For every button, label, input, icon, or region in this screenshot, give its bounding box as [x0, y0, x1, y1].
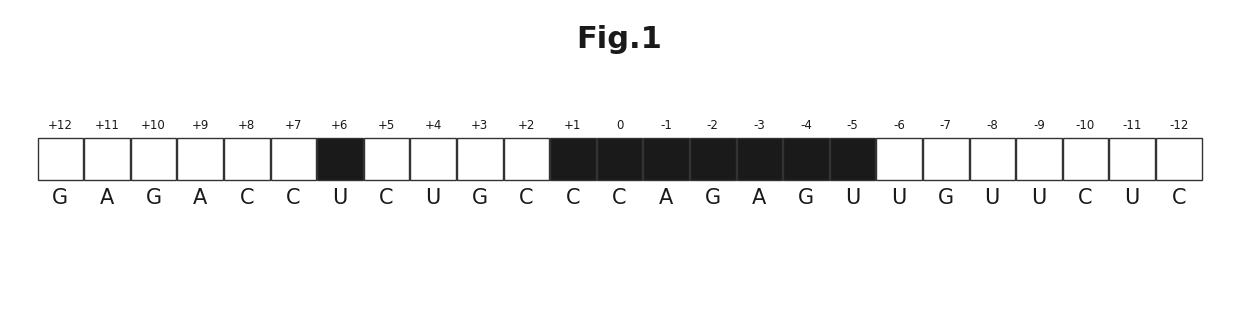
- Bar: [1016, 138, 1062, 180]
- Bar: [1109, 138, 1155, 180]
- Text: C: C: [1078, 188, 1093, 208]
- Bar: [1063, 138, 1109, 180]
- Text: C: C: [286, 188, 301, 208]
- Text: G: G: [938, 188, 954, 208]
- Text: +8: +8: [238, 119, 255, 132]
- Text: G: G: [798, 188, 814, 208]
- Bar: [457, 138, 503, 180]
- Text: +5: +5: [378, 119, 395, 132]
- Bar: [270, 138, 316, 180]
- Text: -5: -5: [846, 119, 859, 132]
- Text: +10: +10: [141, 119, 166, 132]
- Bar: [503, 138, 549, 180]
- Text: +6: +6: [331, 119, 348, 132]
- Text: C: C: [1171, 188, 1186, 208]
- Text: G: G: [52, 188, 68, 208]
- Text: U: U: [332, 188, 348, 208]
- Text: 0: 0: [616, 119, 623, 132]
- Text: G: G: [472, 188, 488, 208]
- Text: C: C: [379, 188, 394, 208]
- Text: -1: -1: [660, 119, 672, 132]
- Bar: [84, 138, 130, 180]
- Text: G: G: [145, 188, 161, 208]
- Text: A: A: [752, 188, 767, 208]
- Text: G: G: [705, 188, 721, 208]
- Bar: [37, 138, 83, 180]
- Text: C: C: [566, 188, 580, 208]
- Bar: [783, 138, 829, 180]
- Text: -12: -12: [1170, 119, 1188, 132]
- Text: +1: +1: [564, 119, 581, 132]
- Bar: [969, 138, 1015, 180]
- Text: -10: -10: [1075, 119, 1095, 132]
- Text: U: U: [891, 188, 907, 208]
- Bar: [177, 138, 223, 180]
- Text: A: A: [659, 188, 673, 208]
- Text: +7: +7: [285, 119, 302, 132]
- Text: U: U: [1125, 188, 1140, 208]
- Bar: [364, 138, 409, 180]
- Bar: [1156, 138, 1202, 180]
- Text: U: U: [845, 188, 860, 208]
- Bar: [876, 138, 922, 180]
- Text: -2: -2: [706, 119, 719, 132]
- Bar: [830, 138, 875, 180]
- Text: -8: -8: [986, 119, 999, 132]
- Text: U: U: [425, 188, 441, 208]
- Text: +4: +4: [425, 119, 442, 132]
- Text: A: A: [100, 188, 114, 208]
- Text: U: U: [985, 188, 1000, 208]
- Text: -6: -6: [893, 119, 904, 132]
- Bar: [736, 138, 782, 180]
- Text: -4: -4: [800, 119, 812, 132]
- Text: +2: +2: [518, 119, 535, 132]
- Text: +9: +9: [191, 119, 209, 132]
- Bar: [317, 138, 363, 180]
- Bar: [130, 138, 176, 180]
- Bar: [224, 138, 270, 180]
- Text: C: C: [519, 188, 534, 208]
- Text: C: C: [612, 188, 627, 208]
- Text: C: C: [239, 188, 254, 208]
- Bar: [410, 138, 456, 180]
- Text: -7: -7: [939, 119, 952, 132]
- Text: +11: +11: [94, 119, 119, 132]
- Bar: [597, 138, 642, 180]
- Bar: [923, 138, 969, 180]
- Text: -3: -3: [753, 119, 766, 132]
- Bar: [550, 138, 596, 180]
- Bar: [643, 138, 689, 180]
- Text: Fig.1: Fig.1: [576, 25, 663, 54]
- Text: +3: +3: [471, 119, 488, 132]
- Text: U: U: [1031, 188, 1047, 208]
- Bar: [690, 138, 736, 180]
- Text: A: A: [193, 188, 207, 208]
- Text: -11: -11: [1123, 119, 1142, 132]
- Text: +12: +12: [48, 119, 73, 132]
- Text: -9: -9: [1033, 119, 1044, 132]
